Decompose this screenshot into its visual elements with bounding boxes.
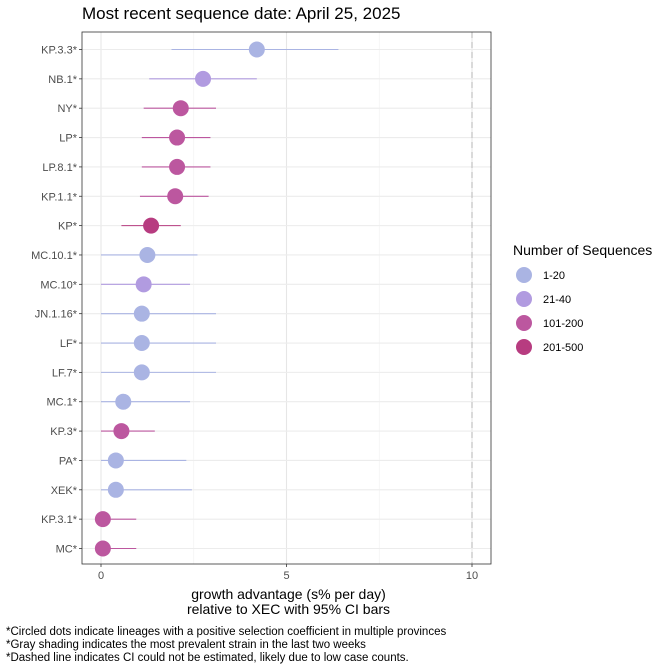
data-point (172, 100, 189, 117)
y-tick-label: KP.1.1* (41, 191, 78, 203)
data-point (94, 540, 111, 557)
x-tick-label: 0 (98, 570, 104, 582)
y-tick-label: LP* (59, 133, 77, 145)
y-tick-label: JN.1.16* (35, 309, 78, 321)
y-tick-label: KP.3.3* (41, 45, 78, 57)
footnote-1: *Circled dots indicate lineages with a p… (6, 626, 447, 638)
y-tick-label: MC* (56, 544, 78, 556)
legend-title: Number of Sequences (513, 242, 652, 258)
data-point (248, 41, 265, 58)
data-point (94, 511, 111, 528)
chart-title: Most recent sequence date: April 25, 202… (82, 4, 401, 23)
legend-key (516, 267, 532, 283)
data-point (169, 158, 186, 175)
x-tick-label: 10 (466, 570, 478, 582)
legend-label: 21-40 (543, 294, 571, 306)
y-tick-label: KP.3* (50, 426, 77, 438)
legend-key (516, 315, 532, 331)
data-point (135, 276, 152, 293)
y-tick-label: LP.8.1* (42, 162, 77, 174)
legend-label: 101-200 (543, 318, 583, 330)
y-tick-label: KP* (58, 221, 78, 233)
data-point (133, 335, 150, 352)
y-tick-label: MC.1* (46, 397, 77, 409)
data-point (115, 393, 132, 410)
data-point (143, 217, 160, 234)
y-tick-label: MC.10.1* (31, 250, 78, 262)
y-tick-label: LF* (60, 338, 78, 350)
y-tick-label: LF.7* (52, 367, 78, 379)
y-tick-label: PA* (59, 455, 78, 467)
y-tick-label: KP.3.1* (41, 514, 78, 526)
data-point (133, 364, 150, 381)
y-tick-label: XEK* (51, 485, 78, 497)
data-point (113, 423, 130, 440)
y-tick-label: MC.10* (40, 279, 77, 291)
legend-key (516, 291, 532, 307)
x-tick-label: 5 (283, 570, 289, 582)
x-axis-label-line2: relative to XEC with 95% CI bars (187, 601, 390, 617)
legend-label: 1-20 (543, 270, 565, 282)
x-axis-label: growth advantage (s% per day) (191, 586, 386, 602)
data-point (169, 129, 186, 146)
data-point (133, 305, 150, 322)
legend-key (516, 339, 532, 355)
data-point (195, 70, 212, 87)
legend-label: 201-500 (543, 342, 583, 354)
data-point (107, 481, 124, 498)
y-tick-label: NB.1* (48, 74, 77, 86)
y-tick-label: NY* (57, 103, 77, 115)
data-point (107, 452, 124, 469)
data-point (139, 246, 156, 263)
data-point (167, 188, 184, 205)
footnote-2: *Gray shading indicates the most prevale… (6, 639, 366, 651)
footnote-3: *Dashed line indicates CI could not be e… (6, 652, 409, 664)
